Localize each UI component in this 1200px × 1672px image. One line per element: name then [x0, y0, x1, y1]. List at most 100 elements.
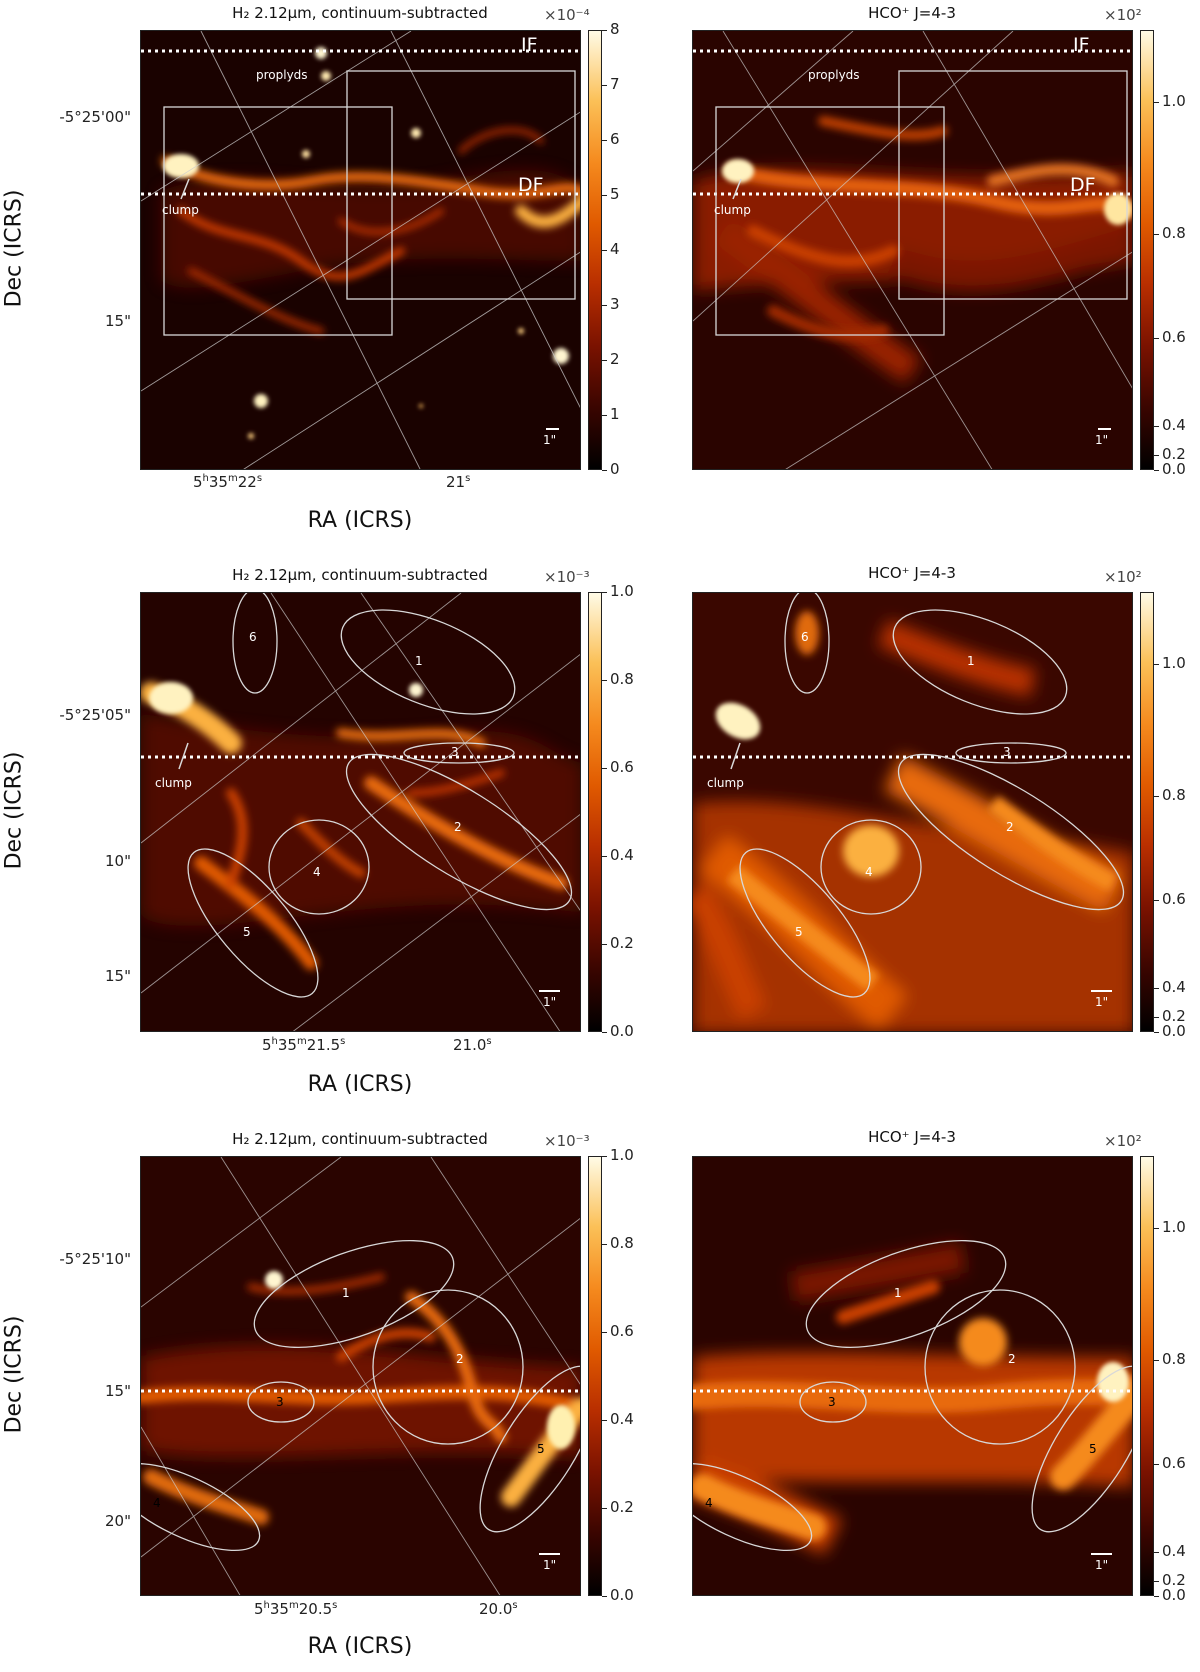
- colorbar-tick-label: 0.6: [1162, 328, 1186, 346]
- colorbar-tick-label: 0.4: [1162, 416, 1186, 434]
- region-label: 3: [451, 745, 459, 759]
- colorbar-tick-mark: [1154, 234, 1159, 236]
- colorbar-tick-mark: [602, 30, 607, 31]
- df-label: DF: [1070, 174, 1096, 196]
- colorbar-tick-label: 0.0: [1162, 1586, 1186, 1604]
- colorbar-tick-label: 4: [610, 240, 620, 258]
- h2-image-row1: IF DF proplyds clump 1": [140, 30, 581, 470]
- colorbar-tick-label: 0.8: [610, 670, 634, 688]
- xtick: 5h35m20.5s: [254, 1600, 338, 1618]
- colorbar-tick-label: 0.4: [610, 1410, 634, 1428]
- ytick: -5°25'10": [59, 1250, 131, 1268]
- x-axis-label: RA (ICRS): [307, 1072, 413, 1097]
- colorbar-tick-mark: [602, 360, 607, 361]
- colorbar-tick-mark: [1154, 1596, 1159, 1597]
- colorbar-tick-label: 0.8: [1162, 786, 1186, 805]
- colorbar-tick-label: 0.0: [1162, 1022, 1186, 1040]
- region-label: 1: [415, 654, 423, 668]
- xtick: 21s: [446, 473, 471, 491]
- colorbar-tick-mark: [602, 1156, 607, 1157]
- colorbar-tick-label: 1.0: [1162, 92, 1186, 111]
- y-axis-label: Dec (ICRS): [1, 189, 27, 308]
- ytick: 10": [105, 852, 131, 870]
- colorbar-tick-label: 0.4: [610, 846, 634, 864]
- scale-bar-label: 1": [1095, 995, 1108, 1009]
- hco-image-row1: IF DF proplyds clump 1": [692, 30, 1133, 470]
- proplyds-label: proplyds: [256, 68, 308, 82]
- hco-image-row2: 1 3 2 4 5 6 clump 1": [692, 592, 1133, 1032]
- panel-title: H₂ 2.12μm, continuum-subtracted: [232, 4, 488, 22]
- colorbar-tick-mark: [1154, 470, 1159, 471]
- proplyds-label: proplyds: [808, 68, 860, 82]
- colorbar-tick-mark: [602, 1244, 607, 1245]
- if-label: IF: [1073, 34, 1090, 56]
- colorbar-tick-label: 0.6: [1162, 1454, 1186, 1472]
- colorbar-tick-mark: [1154, 988, 1159, 989]
- ytick: -5°25'05": [59, 706, 131, 724]
- hco-image-row2-svg: 1 3 2 4 5 6 clump 1": [693, 593, 1132, 1031]
- colorbar-tick-label: 0.2: [1162, 1570, 1186, 1589]
- colorbar-tick-mark: [1154, 664, 1159, 666]
- colorbar-tick-label: 0.6: [610, 1322, 634, 1340]
- scale-bar-label: 1": [1095, 1558, 1108, 1572]
- region-label: 3: [828, 1395, 836, 1409]
- colorbar-tick-mark: [1154, 338, 1159, 339]
- colorbar-exponent: ×10²: [1104, 6, 1142, 24]
- colorbar-tick-mark: [1154, 454, 1159, 456]
- panel-title: HCO⁺ J=4-3: [868, 564, 956, 582]
- colorbar-tick-label: 1: [610, 405, 620, 423]
- colorbar-row3-right: [1140, 1156, 1154, 1596]
- colorbar-exponent: ×10²: [1104, 568, 1142, 586]
- ytick: 15": [105, 312, 131, 330]
- hco-image-row1-svg: IF DF proplyds clump 1": [693, 31, 1132, 469]
- colorbar-tick-label: 8: [610, 20, 620, 38]
- y-axis-label: Dec (ICRS): [1, 1315, 27, 1434]
- region-label: 1: [342, 1286, 350, 1300]
- colorbar-tick-label: 0.2: [610, 934, 634, 952]
- h2-image-row1-svg: IF DF proplyds clump 1": [141, 31, 580, 469]
- colorbar-tick-label: 0.8: [610, 1234, 634, 1252]
- colorbar-row1-left: [588, 30, 602, 470]
- region-label: 2: [1008, 1352, 1016, 1366]
- region-label: 5: [795, 925, 803, 939]
- hco-image-row3-svg: 1 2 3 4 5 1": [693, 1157, 1132, 1595]
- colorbar-tick-label: 0.6: [1162, 890, 1186, 908]
- panel-title: H₂ 2.12μm, continuum-subtracted: [232, 566, 488, 584]
- colorbar-exponent: ×10⁻³: [544, 568, 590, 586]
- colorbar-tick-mark: [602, 140, 607, 141]
- h2-image-row2: 1 3 2 4 5 6 clump 1": [140, 592, 581, 1032]
- colorbar-tick-mark: [1154, 1032, 1159, 1033]
- colorbar-row1-right: [1140, 30, 1154, 470]
- colorbar-tick-label: 3: [610, 295, 620, 313]
- region-label: 3: [276, 1395, 284, 1409]
- scale-bar-label: 1": [1095, 433, 1108, 447]
- region-label: 4: [313, 865, 321, 879]
- colorbar-exponent: ×10²: [1104, 1132, 1142, 1150]
- colorbar-tick-label: 6: [610, 130, 620, 148]
- ytick: 15": [105, 1382, 131, 1400]
- x-axis-label: RA (ICRS): [307, 508, 413, 533]
- colorbar-tick-label: 1.0: [610, 582, 634, 600]
- colorbar-tick-mark: [602, 1508, 607, 1509]
- colorbar-tick-label: 0: [610, 460, 620, 478]
- colorbar-tick-label: 1.0: [1162, 654, 1186, 673]
- colorbar-tick-mark: [1154, 1016, 1159, 1018]
- colorbar-tick-label: 5: [610, 185, 620, 203]
- colorbar-tick-mark: [602, 592, 607, 593]
- colorbar-tick-label: 0.8: [1162, 1350, 1186, 1369]
- colorbar-tick-mark: [602, 944, 607, 945]
- colorbar-exponent: ×10⁻⁴: [544, 6, 590, 24]
- colorbar-tick-label: 0.6: [610, 758, 634, 776]
- xtick: 21.0s: [453, 1036, 492, 1054]
- region-label: 6: [249, 630, 257, 644]
- region-label: 5: [243, 925, 251, 939]
- region-label: 5: [1089, 1442, 1097, 1456]
- colorbar-tick-label: 7: [610, 75, 620, 93]
- colorbar-tick-mark: [1154, 1580, 1159, 1582]
- colorbar-tick-mark: [602, 85, 607, 86]
- h2-image-row3-svg: 1 2 3 4 5 1": [141, 1157, 580, 1595]
- colorbar-tick-mark: [602, 470, 607, 471]
- clump-label: clump: [707, 776, 744, 790]
- colorbar-tick-label: 0.8: [1162, 224, 1186, 243]
- colorbar-tick-label: 1.0: [1162, 1218, 1186, 1237]
